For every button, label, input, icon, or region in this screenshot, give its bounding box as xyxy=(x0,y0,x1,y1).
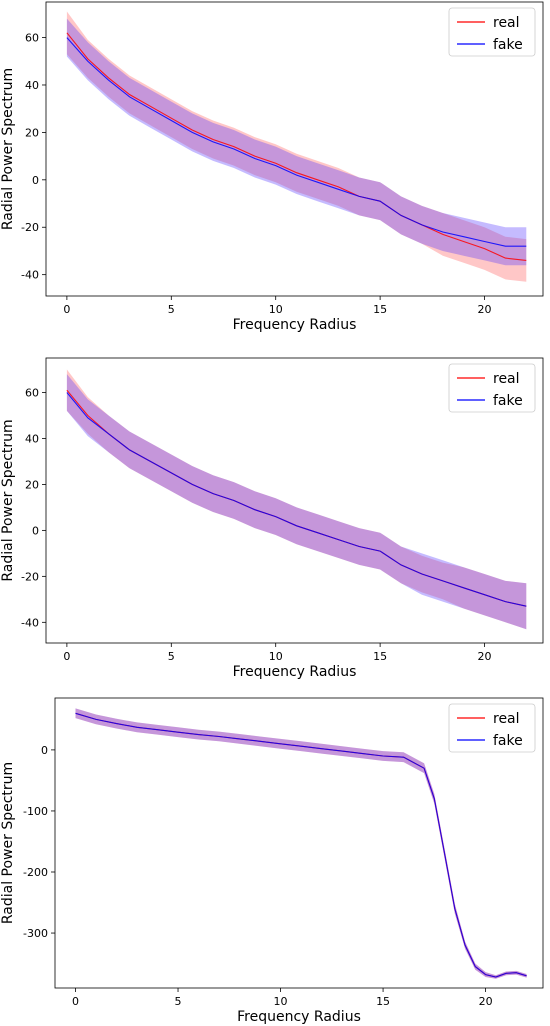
legend-label-real: real xyxy=(493,711,520,727)
x-tick-label: 0 xyxy=(63,303,70,316)
legend-label-real: real xyxy=(493,371,520,387)
line-fake xyxy=(66,392,527,607)
x-tick-label: 20 xyxy=(478,650,492,663)
y-axis-label: Radial Power Spectrum xyxy=(0,419,16,581)
x-axis-label: Frequency Radius xyxy=(237,1009,361,1025)
x-tick-label: 5 xyxy=(168,650,175,663)
y-tick-label: 0 xyxy=(41,744,48,757)
x-tick-label: 15 xyxy=(373,650,387,663)
y-tick-label: -200 xyxy=(23,866,48,879)
legend-label-fake: fake xyxy=(493,733,523,749)
plot-frame xyxy=(45,1,544,297)
x-tick-label: 15 xyxy=(373,303,387,316)
y-axis-label: Radial Power Spectrum xyxy=(0,68,16,230)
line-fake xyxy=(66,37,527,247)
legend: real fake xyxy=(448,703,536,753)
y-tick-label: -40 xyxy=(21,616,39,629)
x-axis-label: Frequency Radius xyxy=(233,664,357,680)
x-tick-label: 5 xyxy=(168,303,175,316)
y-tick-label: 20 xyxy=(25,126,39,139)
chart-3: 0 5 10 15 20 0 -100 -200 -300 Frequency Radius Rad… xyxy=(0,697,544,1025)
legend-label-real: real xyxy=(493,15,520,31)
line-real xyxy=(66,32,527,261)
y-axis-label: Radial Power Spectrum xyxy=(0,762,16,924)
legend-label-fake: fake xyxy=(493,393,523,409)
x-tick-label: 10 xyxy=(274,995,288,1008)
legend: real fake xyxy=(448,7,536,57)
plot-frame xyxy=(54,697,544,989)
x-tick-label: 10 xyxy=(269,303,283,316)
band-fake xyxy=(66,374,527,630)
line-real xyxy=(75,712,527,978)
y-tick-label: -20 xyxy=(21,221,39,234)
y-tick-label: 40 xyxy=(25,79,39,92)
x-axis-label: Frequency Radius xyxy=(233,317,357,333)
chart-1: 0 5 10 15 20 60 40 20 0 -20 -40 Frequency Radius Rad… xyxy=(0,1,544,333)
x-tick-label: 20 xyxy=(478,303,492,316)
y-tick-label: 60 xyxy=(25,32,39,45)
x-tick-label: 15 xyxy=(376,995,390,1008)
y-tick-label: 20 xyxy=(25,478,39,491)
x-tick-label: 0 xyxy=(63,650,70,663)
band-fake xyxy=(66,18,527,266)
y-tick-label: 40 xyxy=(25,432,39,445)
plot-frame xyxy=(45,357,544,644)
x-tick-label: 0 xyxy=(72,995,79,1008)
y-tick-label: 0 xyxy=(32,524,39,537)
y-tick-label: 60 xyxy=(25,386,39,399)
y-tick-label: -40 xyxy=(21,269,39,282)
y-tick-label: 0 xyxy=(32,174,39,187)
line-fake xyxy=(75,712,527,978)
x-tick-label: 5 xyxy=(175,995,182,1008)
legend: real fake xyxy=(448,363,536,413)
y-tick-label: -20 xyxy=(21,570,39,583)
y-tick-label: -100 xyxy=(23,805,48,818)
band-real xyxy=(66,11,527,282)
x-tick-label: 20 xyxy=(479,995,493,1008)
band-real xyxy=(66,369,527,630)
y-tick-label: -300 xyxy=(23,927,48,940)
legend-label-fake: fake xyxy=(493,37,523,53)
x-tick-label: 10 xyxy=(269,650,283,663)
chart-2: 0 5 10 15 20 60 40 20 0 -20 -40 Frequency Radius Rad… xyxy=(0,357,544,680)
